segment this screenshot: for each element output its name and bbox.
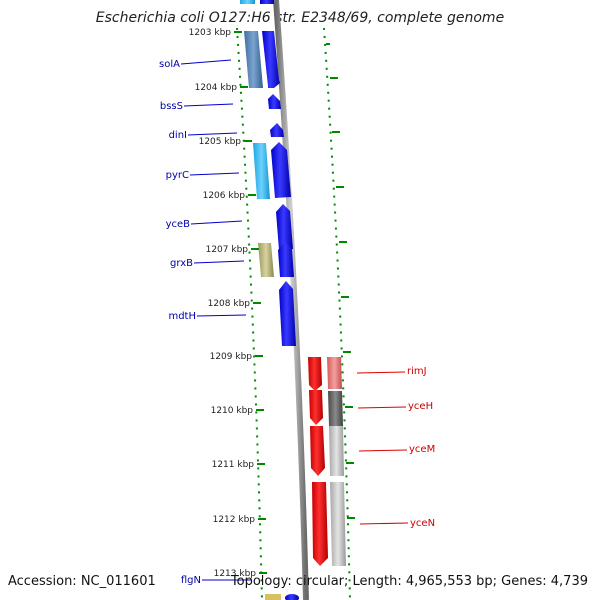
gene-pyrc-color bbox=[253, 143, 270, 199]
feature-partial-cyan bbox=[240, 0, 255, 4]
ruler-label: 1211 kbp bbox=[212, 460, 255, 470]
gene-label-ycen[interactable]: yceN bbox=[410, 518, 435, 529]
gene-label-yceh[interactable]: yceH bbox=[408, 401, 433, 412]
ruler-label: 1213 kbp bbox=[214, 569, 257, 579]
gene-sola-color bbox=[244, 31, 263, 88]
accession-text: Accession: NC_011601 bbox=[8, 574, 156, 589]
gene-labels-right: rimJ yceH yceM yceN bbox=[356, 366, 435, 529]
gene-label-leader bbox=[190, 220, 243, 225]
ruler-label: 1207 kbp bbox=[206, 245, 249, 255]
ruler-label: 1205 kbp bbox=[199, 137, 242, 147]
forward-strand-genes bbox=[262, 31, 299, 600]
gene-label-leader bbox=[356, 371, 406, 374]
gene-label-leader bbox=[358, 449, 408, 452]
gene-label-mdth[interactable]: mdtH bbox=[168, 311, 196, 322]
gene-yceh-color bbox=[328, 391, 343, 426]
ruler-label: 1209 kbp bbox=[210, 352, 253, 362]
gene-label-flgn[interactable]: flgN bbox=[181, 575, 201, 586]
gene-sola-arrow[interactable] bbox=[262, 31, 280, 88]
gene-label-grxb[interactable]: grxB bbox=[170, 258, 193, 269]
gene-ycem-arrow[interactable] bbox=[310, 426, 325, 476]
gene-dini-arrow[interactable] bbox=[270, 123, 284, 137]
gene-yceb-arrow[interactable] bbox=[276, 204, 293, 250]
gene-label-leader bbox=[187, 132, 238, 136]
gene-label-dini[interactable]: dinI bbox=[169, 130, 187, 141]
right-ring-ticks bbox=[326, 43, 355, 519]
gene-ycen-color bbox=[330, 482, 346, 566]
gene-grxb-arrow[interactable] bbox=[278, 242, 294, 277]
ruler-label: 1212 kbp bbox=[213, 515, 256, 525]
gene-label-leader bbox=[359, 522, 409, 525]
ruler-label: 1204 kbp bbox=[195, 83, 238, 93]
gene-label-rimj[interactable]: rimJ bbox=[407, 366, 427, 377]
reverse-strand-genes bbox=[308, 357, 346, 566]
gene-label-leader bbox=[193, 260, 245, 264]
gene-label-bsss[interactable]: bssS bbox=[160, 101, 183, 112]
gene-label-leader bbox=[196, 314, 247, 317]
gene-flgn-arrow[interactable] bbox=[285, 594, 299, 600]
gene-label-yceb[interactable]: yceB bbox=[166, 219, 191, 230]
gene-bsss-arrow[interactable] bbox=[268, 94, 281, 109]
gene-label-pyrc[interactable]: pyrC bbox=[166, 170, 189, 181]
gene-rimj-color bbox=[327, 357, 342, 389]
feature-partial-blue bbox=[260, 0, 274, 4]
ruler-label: 1208 kbp bbox=[208, 299, 251, 309]
ruler-labels: 1203 kbp 1204 kbp 1205 kbp 1206 kbp 1207 kbp… bbox=[189, 28, 267, 579]
ruler-label: 1210 kbp bbox=[211, 406, 254, 416]
gene-pyrc-arrow[interactable] bbox=[271, 142, 291, 198]
gene-flgn-color bbox=[265, 594, 281, 600]
gene-label-ycem[interactable]: yceM bbox=[409, 444, 435, 455]
genome-summary-text: Topology: circular; Length: 4,965,553 bp… bbox=[230, 574, 588, 589]
genome-backbone bbox=[273, 0, 309, 600]
gene-rimj-arrow[interactable] bbox=[308, 357, 322, 391]
gene-grxb-color bbox=[258, 243, 274, 277]
gene-ycen-arrow[interactable] bbox=[312, 482, 328, 566]
gene-label-leader bbox=[189, 172, 240, 176]
gene-yceh-arrow[interactable] bbox=[309, 390, 323, 425]
gene-ycem-color bbox=[329, 426, 344, 476]
ruler-label: 1203 kbp bbox=[189, 28, 232, 38]
gene-label-leader bbox=[357, 406, 407, 409]
gene-label-sola[interactable]: solA bbox=[159, 59, 180, 70]
gene-label-leader bbox=[183, 103, 234, 107]
gene-labels-left: solA bssS dinI pyrC yceB grxB mdtH flgN bbox=[159, 59, 252, 586]
map-title: Escherichia coli O127:H6 str. E2348/69, … bbox=[95, 10, 505, 26]
gene-mdth-arrow[interactable] bbox=[279, 281, 296, 346]
ruler-label: 1206 kbp bbox=[203, 191, 246, 201]
gene-label-leader bbox=[180, 59, 232, 65]
